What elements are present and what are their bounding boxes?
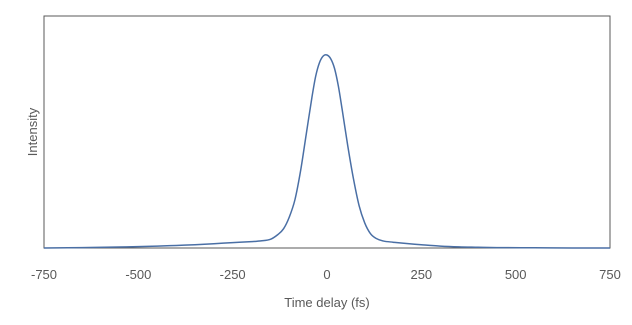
plot-area-border	[43, 15, 611, 249]
x-tick-label: -750	[31, 267, 57, 282]
x-axis-title: Time delay (fs)	[284, 295, 369, 310]
y-axis-title: Intensity	[25, 107, 40, 156]
x-tick-label: -250	[220, 267, 246, 282]
intensity-series-line	[43, 54, 611, 249]
x-tick-label: 250	[410, 267, 432, 282]
x-tick-label: 750	[599, 267, 621, 282]
x-tick-label: 0	[323, 267, 330, 282]
x-tick-label: 500	[505, 267, 527, 282]
x-tick-label: -500	[125, 267, 151, 282]
